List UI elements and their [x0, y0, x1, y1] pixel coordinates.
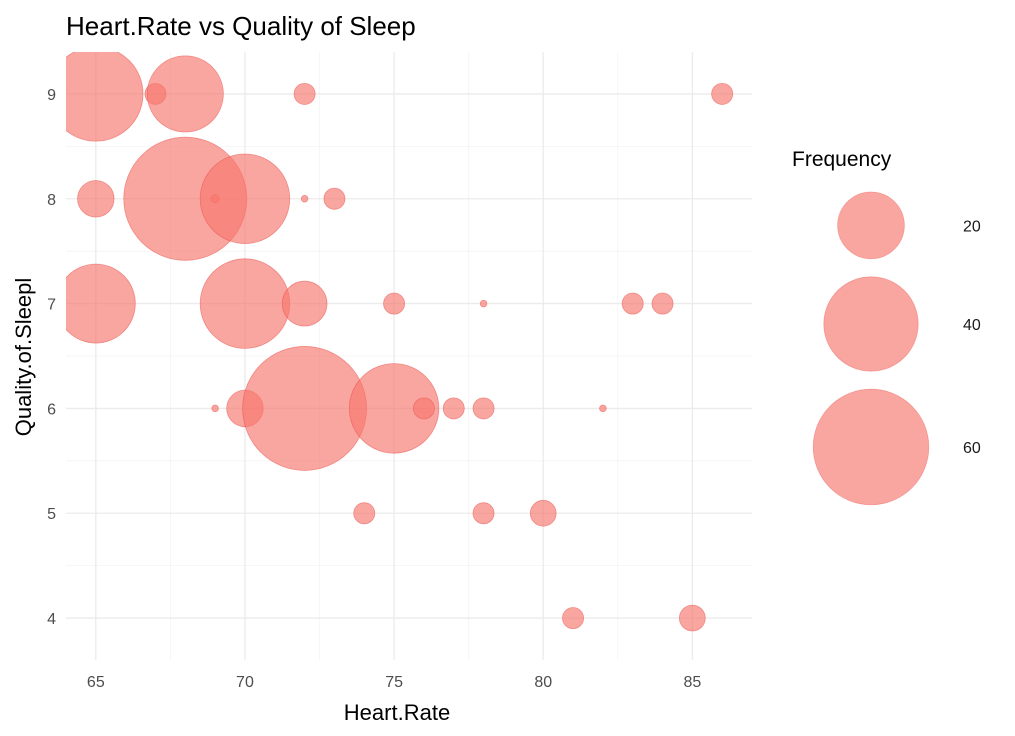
- bubble-point: [300, 195, 309, 203]
- legend-entry-label: 20: [963, 218, 981, 235]
- bubble-point: [711, 82, 734, 105]
- x-tick-label: 75: [385, 674, 403, 691]
- bubble-point: [383, 292, 406, 315]
- bubble-point: [472, 397, 495, 420]
- bubble-point: [679, 604, 706, 632]
- bubble-point: [146, 55, 224, 133]
- x-axis-title: Heart.Rate: [344, 700, 450, 725]
- legend: Frequency 20 40 60: [792, 148, 981, 506]
- bubble-point: [353, 502, 376, 525]
- legend-entry-label: 60: [963, 440, 981, 457]
- chart-title: Heart.Rate vs Quality of Sleep: [66, 11, 416, 41]
- legend-entry-label: 40: [963, 317, 981, 334]
- x-tick-label: 80: [534, 674, 552, 691]
- bubble-point: [66, 52, 144, 142]
- bubble-point: [472, 502, 495, 525]
- bubble-point: [199, 153, 291, 244]
- bubble-point: [77, 180, 115, 218]
- bubble-point: [66, 263, 136, 344]
- bubble-point: [323, 187, 346, 210]
- bubble-point: [599, 404, 607, 413]
- x-tick-label: 70: [236, 674, 254, 691]
- bubble-point: [479, 299, 488, 308]
- y-tick-label: 6: [47, 401, 56, 418]
- x-tick-label: 85: [683, 674, 701, 691]
- x-axis-ticks: 65 70 75 80 85: [87, 674, 701, 691]
- y-axis-ticks: 4 5 6 7 8 9: [47, 87, 56, 628]
- bubble-layer: [66, 52, 734, 632]
- bubble-point: [412, 397, 435, 420]
- bubble-point: [621, 292, 644, 315]
- legend-key-bubble: [837, 191, 905, 260]
- y-tick-label: 5: [47, 506, 56, 523]
- y-tick-label: 7: [47, 297, 56, 314]
- y-tick-label: 4: [47, 611, 56, 628]
- bubble-point: [529, 499, 557, 527]
- bubble-point: [651, 292, 674, 315]
- y-tick-label: 9: [47, 87, 56, 104]
- legend-key-bubble: [823, 276, 919, 372]
- legend-key-bubble: [812, 388, 930, 506]
- y-tick-label: 8: [47, 192, 56, 209]
- bubble-point: [293, 82, 316, 105]
- legend-title: Frequency: [792, 148, 892, 171]
- y-axis-title: Quality.of.Sleepl: [11, 278, 36, 437]
- bubble-point: [281, 280, 328, 327]
- bubble-point: [242, 346, 368, 471]
- bubble-point: [562, 607, 584, 630]
- bubble-point: [348, 363, 440, 454]
- bubble-point: [211, 404, 219, 413]
- bubble-point: [199, 258, 291, 349]
- x-tick-label: 65: [87, 674, 105, 691]
- bubble-point: [442, 397, 465, 420]
